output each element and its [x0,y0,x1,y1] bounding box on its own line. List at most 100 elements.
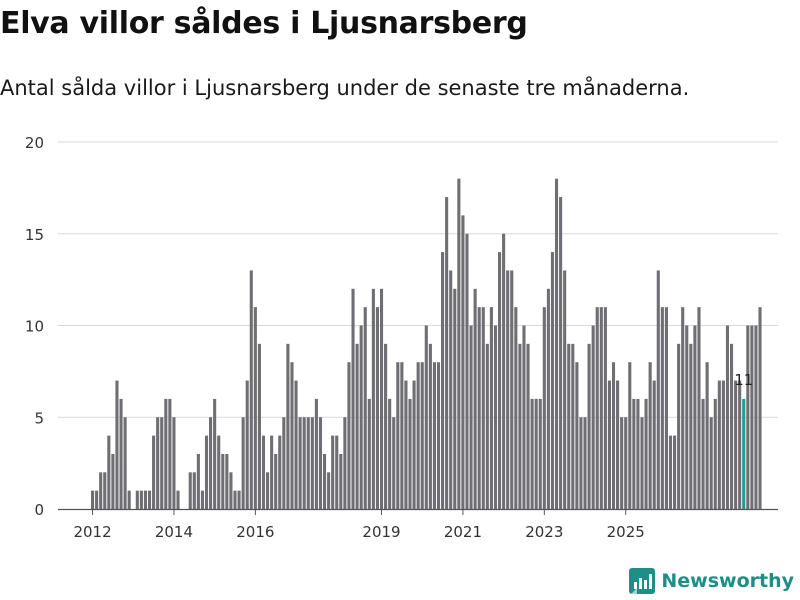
bar [408,398,412,509]
bar [746,325,750,509]
chart-title: Elva villor såldes i Ljusnarsberg [0,6,528,41]
bar [648,362,652,509]
x-tick-label: 2025 [607,523,645,541]
bar [176,490,180,509]
brand-name: Newsworthy [661,570,794,592]
bar [510,270,514,509]
bar [550,252,555,509]
bar [632,398,636,509]
bar [274,453,278,509]
bar [526,343,530,509]
bar [603,307,607,509]
x-tick-label: 2016 [236,523,274,541]
bar [359,325,363,509]
bar [172,417,176,509]
bar [221,453,225,509]
bar [188,472,192,509]
bar [152,435,156,509]
bar [331,435,335,509]
bar [351,288,355,509]
bar [542,307,546,509]
bar [469,325,473,509]
bar [701,398,705,509]
bar [217,435,221,509]
bar [209,417,213,509]
bar [652,380,656,509]
bar [522,325,526,509]
y-tick-label: 20 [25,134,44,152]
bar [477,307,481,509]
bar [583,417,587,509]
bar [327,472,331,509]
bar [644,398,648,509]
bar [420,362,424,509]
y-tick-label: 10 [25,318,44,336]
bar [314,398,318,509]
x-tick-label: 2023 [525,523,563,541]
bar [498,252,502,509]
x-tick-label: 2014 [155,523,193,541]
bar [290,362,294,509]
bar [457,178,461,509]
bar [518,343,522,509]
bar [697,307,701,509]
highlighted-bar [742,398,746,509]
newsworthy-logo: Newsworthy [629,568,794,594]
bar [424,325,428,509]
bar [750,325,754,509]
bar [754,325,758,509]
bar [489,307,493,509]
bar [107,435,111,509]
bar [473,288,477,509]
x-tick-label: 2021 [444,523,482,541]
bar [738,380,742,509]
bar [396,362,400,509]
bar [432,362,436,509]
bar [143,490,148,509]
bar [416,362,420,509]
bar [196,453,200,509]
bar [595,307,599,509]
x-tick-label: 2012 [73,523,111,541]
bar [249,270,253,509]
bar [530,398,534,509]
bar [717,380,721,509]
bar [282,417,286,509]
highlight-data-label: 11 [734,371,753,389]
bar [95,490,99,509]
bar [103,472,107,509]
bar [709,417,713,509]
bar [656,270,660,509]
axes [58,508,778,515]
bar [339,453,343,509]
bar [587,343,591,509]
bar [127,490,131,509]
bar [453,288,457,509]
bar [302,417,306,509]
bar [135,490,139,509]
bar [705,362,709,509]
bar [363,307,367,509]
bar [111,453,115,509]
bar [115,380,119,509]
bar [514,307,518,509]
bar [241,417,245,509]
bar [436,362,441,509]
bar [485,343,489,509]
bar [611,362,616,509]
bar [404,380,408,509]
bar [506,270,510,509]
bar [563,270,567,509]
bar [725,325,730,509]
bar [412,380,416,509]
bar [689,343,693,509]
bar [620,417,624,509]
bar [257,343,261,509]
bar [628,362,632,509]
bar [392,417,396,509]
bar [445,197,449,510]
bar [640,417,644,509]
bar [253,307,257,509]
bar [245,380,249,509]
bar [261,435,266,509]
